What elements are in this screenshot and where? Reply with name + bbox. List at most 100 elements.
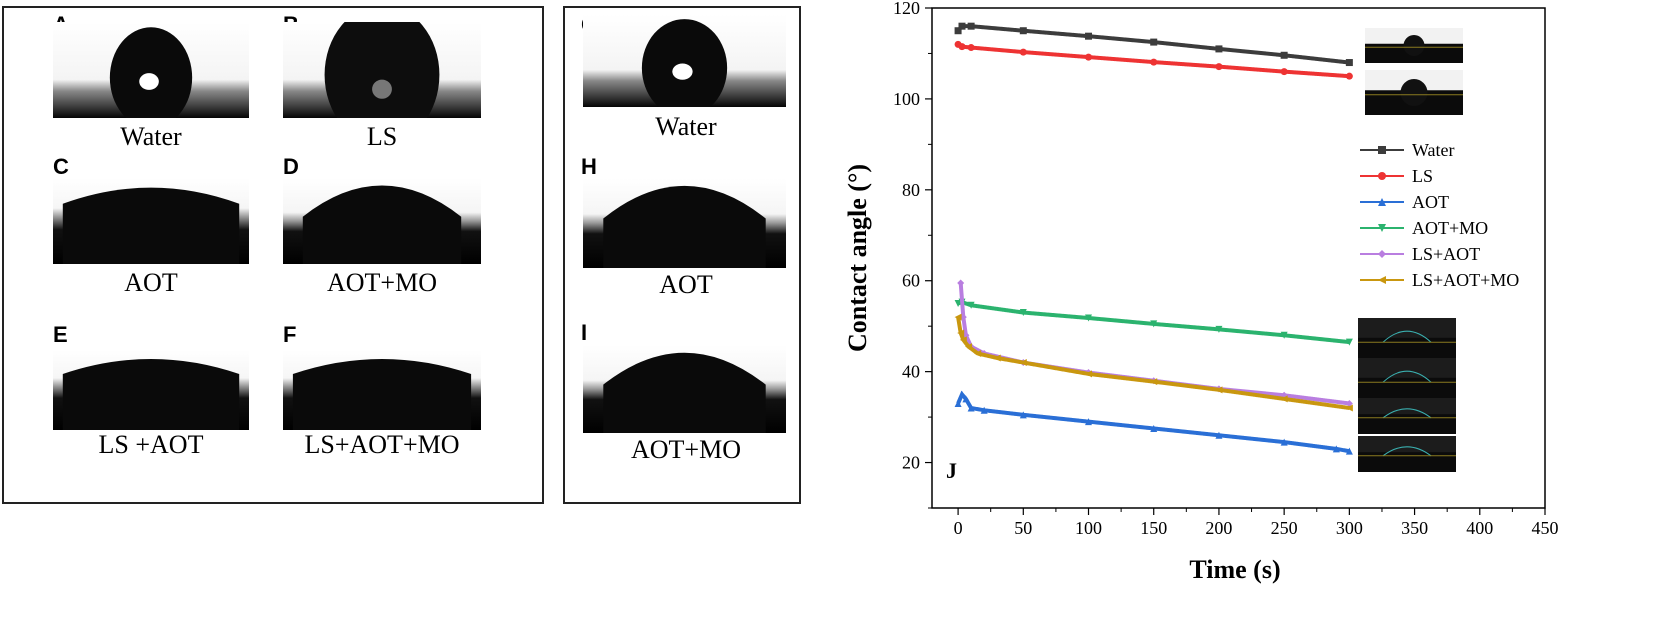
y-axis-label: Contact angle (°) (843, 164, 872, 352)
data-point-water (958, 22, 966, 30)
data-point-ls-aot-mo (959, 336, 967, 344)
caption-aot-mo: AOT+MO (631, 435, 741, 464)
series-ls-aot-mo (954, 313, 1353, 412)
data-point-water (1019, 27, 1027, 35)
caption-aot: AOT (659, 270, 713, 299)
inset-droplet-image (1358, 318, 1456, 362)
series-aot (954, 390, 1353, 455)
x-axis-label: Time (s) (1189, 555, 1280, 584)
data-point-aot (1280, 438, 1288, 446)
data-point-aot (1150, 424, 1158, 432)
data-point-aot-mo (954, 299, 962, 307)
data-point-aot (1215, 431, 1223, 439)
data-point-ls (1215, 63, 1223, 71)
legend-marker-aot-mo (1378, 224, 1386, 232)
data-point-aot-mo (1215, 325, 1223, 333)
data-point-aot (958, 390, 966, 398)
data-point-water (1085, 32, 1093, 40)
droplet-image-ls (283, 22, 481, 118)
data-point-water (967, 22, 975, 30)
legend-label-water: Water (1412, 140, 1455, 160)
caption-aot: AOT (124, 268, 178, 297)
inset-droplet-image (1365, 70, 1463, 115)
inset-droplet-image (1358, 398, 1456, 434)
y-tick-label: 20 (902, 453, 920, 473)
legend-label-ls-aot-mo: LS+AOT+MO (1412, 270, 1519, 290)
data-point-ls-aot-mo (1085, 370, 1093, 378)
data-point-ls (1085, 53, 1093, 61)
x-tick-label: 50 (1014, 518, 1032, 538)
droplet-image-water (53, 22, 249, 118)
data-point-ls-aot-mo (993, 354, 1001, 362)
droplet-image-aot (53, 178, 249, 264)
data-point-aot-mo (967, 301, 975, 309)
inset-droplet-image (1365, 28, 1463, 63)
caption-ls: LS (366, 122, 398, 151)
data-point-aot (962, 395, 970, 403)
x-tick-label: 0 (954, 518, 963, 538)
chart-panel-letter: J (946, 458, 957, 483)
data-point-ls-aot-mo (957, 329, 965, 337)
data-point-aot (1345, 447, 1353, 455)
legend-label-ls: LS (1412, 166, 1433, 186)
legend-marker-aot (1378, 198, 1386, 206)
data-point-aot-mo (1019, 309, 1027, 317)
droplet-image-ls-aot-mo (283, 350, 481, 430)
x-tick-label: 350 (1401, 518, 1428, 538)
panel-letter-c: C (53, 154, 69, 179)
legend-marker-ls-aot (1378, 250, 1386, 258)
x-tick-label: 400 (1466, 518, 1493, 538)
series-ls-aot (957, 279, 1353, 407)
caption-water: Water (655, 112, 717, 141)
panel-letter-i: I (581, 320, 588, 345)
data-point-aot (980, 406, 988, 414)
caption-water: Water (120, 122, 182, 151)
data-point-water (1280, 51, 1288, 59)
data-point-aot (954, 399, 962, 407)
series-line-ls-aot (958, 282, 1350, 406)
data-point-aot (1085, 418, 1093, 426)
data-point-aot (1332, 445, 1340, 453)
data-point-ls (1345, 72, 1353, 80)
data-point-water (1345, 59, 1353, 67)
caption-aot-mo: AOT+MO (327, 268, 437, 297)
data-point-ls-aot-mo (965, 343, 973, 351)
data-point-aot (1019, 411, 1027, 419)
droplet-image-water (583, 14, 786, 107)
caption-ls-aot: LS +AOT (98, 430, 204, 459)
panel-letter-d: D (283, 154, 299, 179)
data-point-ls-aot-mo (1150, 378, 1158, 386)
x-tick-label: 250 (1271, 518, 1298, 538)
caption-ls-aot-mo: LS+AOT+MO (304, 430, 460, 459)
x-tick-label: 150 (1140, 518, 1167, 538)
y-tick-label: 80 (902, 180, 920, 200)
droplet-image-aot (583, 178, 786, 268)
droplet-image-ls-aot (53, 350, 249, 430)
data-point-water (1215, 45, 1223, 53)
inset-droplet-image (1358, 436, 1456, 472)
data-point-ls (1150, 58, 1158, 66)
x-tick-label: 100 (1075, 518, 1102, 538)
data-point-aot-mo (1280, 331, 1288, 339)
panel-letter-f: F (283, 322, 297, 347)
x-tick-label: 200 (1205, 518, 1232, 538)
legend-label-ls-aot: LS+AOT (1412, 244, 1480, 264)
droplet-image-aot-mo (583, 345, 786, 433)
y-tick-label: 120 (893, 0, 920, 18)
data-point-ls-aot-mo (954, 313, 962, 321)
series-line-aot (956, 390, 1350, 454)
y-tick-label: 60 (902, 271, 920, 291)
legend-marker-ls (1378, 172, 1386, 180)
y-tick-label: 100 (893, 89, 920, 109)
data-point-ls-aot-mo (1345, 404, 1353, 412)
data-point-ls-aot-mo (1215, 386, 1223, 394)
data-point-aot-mo (1150, 320, 1158, 328)
data-point-aot-mo (1345, 338, 1353, 346)
panel-letter-e: E (53, 322, 68, 347)
y-tick-label: 40 (902, 362, 920, 382)
series-ls (954, 40, 1353, 80)
legend-marker-water (1378, 146, 1386, 154)
inset-droplet-image (1358, 358, 1456, 402)
legend-label-aot: AOT (1412, 192, 1449, 212)
